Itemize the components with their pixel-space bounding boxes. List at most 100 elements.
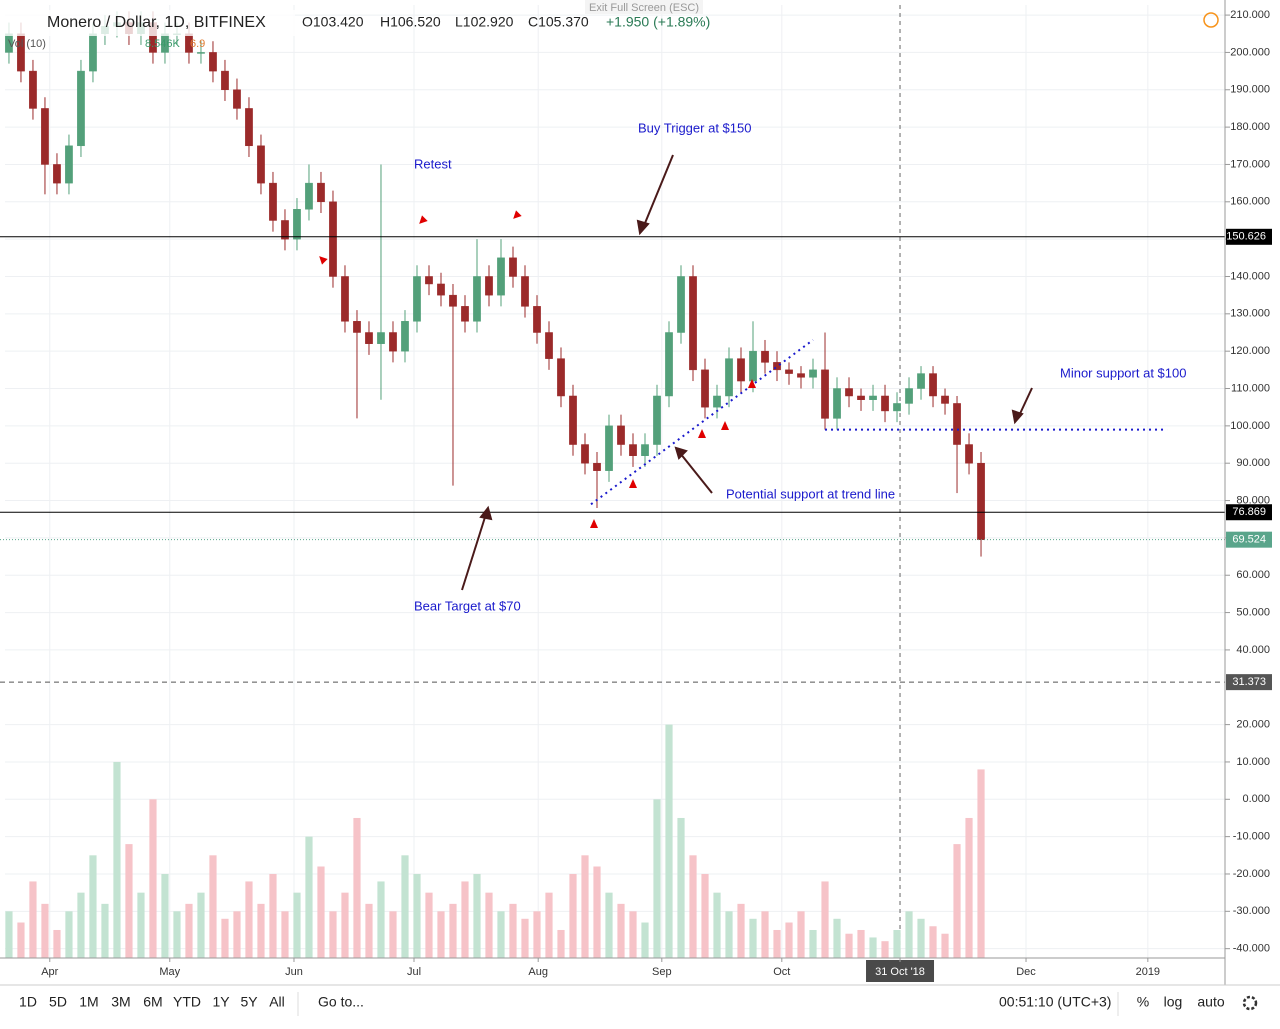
log-toggle[interactable]: log [1164,994,1183,1010]
y-tick-label: 140.000 [1230,270,1270,282]
volume-bar [713,892,721,958]
candle-body [965,444,973,464]
candle-body [593,462,601,471]
percent-toggle[interactable]: % [1137,994,1149,1010]
volume-bar [293,892,301,958]
volume-bar [5,911,13,958]
candle-body [533,306,541,333]
y-tick-label: 100.000 [1230,420,1270,432]
candle-body [221,70,229,91]
volume-bar [89,855,97,958]
candle-body [905,388,913,404]
x-tick-label: Apr [41,966,58,978]
range-button[interactable]: 5D [49,994,67,1010]
candle-body [377,332,385,344]
candle-body [665,332,673,397]
volume-bar [197,892,205,958]
x-tick-label: Sep [652,966,672,978]
level-label-bg [1226,228,1272,245]
exit-fullscreen[interactable]: Exit Full Screen (ESC) [589,2,699,14]
volume-bar [401,855,409,958]
symbol-title[interactable]: Monero / Dollar, 1D, BITFINEX [47,14,266,31]
volume-bar [329,911,337,958]
volume-bar [65,911,73,958]
annotation: Minor support at $100 [1060,365,1186,380]
arrow [642,154,674,229]
volume-bar [149,799,157,958]
arrow-head [636,219,650,236]
ohlc-low: L102.920 [455,14,514,30]
goto-button[interactable]: Go to... [318,994,364,1010]
candle-body [701,369,709,408]
volume-bar [569,873,577,958]
range-button[interactable]: 3M [111,994,130,1010]
clock: 00:51:10 (UTC+3) [999,994,1111,1010]
volume-bar [581,855,589,958]
volume-bar [269,873,277,958]
y-tick-label: -10.000 [1233,831,1270,843]
level-label: 31.373 [1232,676,1266,688]
candle-body [209,52,217,72]
y-tick-label: 40.000 [1236,644,1270,656]
volume-bar [29,881,37,958]
candle-body [617,425,625,445]
candle-body [785,369,793,374]
x-tick-label: 2019 [1136,966,1160,978]
toolbar: 1D 5D 1M 3M 6M YTD 1Y 5Y All Go to... 00… [19,992,1258,1016]
x-tick-label: Oct [773,966,790,978]
volume-bar [605,892,613,958]
candle-body [473,276,481,322]
y-tick-label: 20.000 [1236,719,1270,731]
y-tick-label: 60.000 [1236,569,1270,581]
volume-bar [833,918,841,958]
candle-body [389,332,397,352]
exit-fullscreen-bg[interactable] [585,0,703,14]
volume-bar [641,922,649,958]
arrow-head [674,446,688,460]
range-button[interactable]: 5Y [240,994,258,1010]
volume-bar [221,918,229,958]
marker [590,519,598,528]
annotation: Bear Target at $70 [414,598,521,613]
volume-bar [761,911,769,958]
range-button[interactable]: YTD [173,994,201,1010]
auto-toggle[interactable]: auto [1197,994,1224,1010]
volume-bar [689,855,697,958]
volume-bar [185,903,193,958]
range-button[interactable]: 1D [19,994,37,1010]
candle-body [749,350,757,382]
volume-bar [233,911,241,958]
candle-body [233,89,241,109]
x-tick-label: Jun [285,966,303,978]
candle-body [653,395,661,445]
volume-bar [773,929,781,958]
arrows [461,154,1033,591]
volume-bar [341,892,349,958]
y-tick-label: 110.000 [1231,382,1270,394]
candle-body [497,257,505,296]
crosshair-date-bg [866,960,935,982]
range-button[interactable]: 1M [79,994,98,1010]
range-button[interactable]: All [269,994,285,1010]
candle-body [917,373,925,389]
settings-icon[interactable] [1242,995,1258,1011]
volume-bar [473,873,481,958]
volume-bar [137,892,145,958]
candle-body [341,276,349,322]
volume-bar [593,866,601,958]
ohlc-close: C105.370 [528,14,589,30]
candle-body [737,358,745,382]
range-button[interactable]: 1Y [212,994,230,1010]
range-button[interactable]: 6M [143,994,162,1010]
volume-bar [425,892,433,958]
candle-body [581,444,589,464]
y-tick-label: -40.000 [1233,943,1270,955]
volume-bar [545,892,553,958]
volume-bar [449,903,457,958]
volume-bar [17,922,25,958]
arrow-head [1011,409,1024,425]
volume-bar [557,929,565,958]
y-tick-label: 130.000 [1230,308,1270,320]
candle-body [857,395,865,400]
alert-icon[interactable] [1203,12,1219,28]
